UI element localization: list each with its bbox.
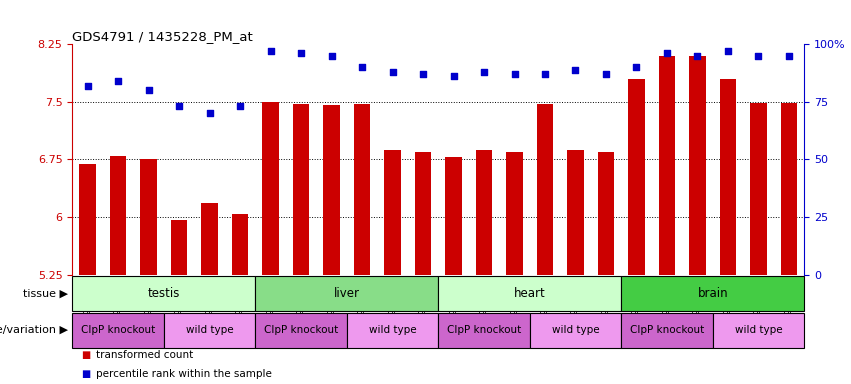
Bar [597, 152, 614, 275]
Bar [750, 103, 767, 275]
Bar [79, 164, 96, 275]
Bar [621, 276, 804, 311]
Bar [262, 102, 279, 275]
Point [599, 71, 613, 77]
Point [386, 69, 399, 75]
Bar [171, 220, 187, 275]
Text: wild type: wild type [551, 325, 599, 335]
Point [203, 110, 216, 116]
Point [355, 64, 368, 70]
Bar [72, 276, 255, 311]
Text: GDS4791 / 1435228_PM_at: GDS4791 / 1435228_PM_at [72, 30, 253, 43]
Text: liver: liver [334, 287, 360, 300]
Text: brain: brain [698, 287, 728, 300]
Bar [476, 150, 493, 275]
Bar [354, 104, 370, 275]
Bar [255, 313, 347, 348]
Point [233, 103, 247, 109]
Point [508, 71, 522, 77]
Bar [529, 313, 621, 348]
Text: genotype/variation ▶: genotype/variation ▶ [0, 325, 68, 335]
Bar [445, 157, 462, 275]
Bar [506, 152, 523, 275]
Point [477, 69, 491, 75]
Text: transformed count: transformed count [96, 350, 193, 360]
Point [568, 66, 582, 73]
Point [751, 53, 765, 59]
Point [691, 53, 705, 59]
Point [447, 73, 460, 79]
Bar [384, 150, 401, 275]
Text: ClpP knockout: ClpP knockout [264, 325, 338, 335]
Bar [72, 313, 163, 348]
Text: testis: testis [147, 287, 180, 300]
Point [660, 50, 674, 56]
Point [111, 78, 125, 84]
Text: percentile rank within the sample: percentile rank within the sample [96, 369, 272, 379]
Bar [293, 104, 310, 275]
Point [782, 53, 796, 59]
Bar [628, 79, 645, 275]
Bar [712, 313, 804, 348]
Text: ClpP knockout: ClpP knockout [81, 325, 155, 335]
Point [721, 48, 734, 54]
Bar [231, 214, 248, 275]
Point [172, 103, 186, 109]
Text: wild type: wild type [368, 325, 416, 335]
Point [264, 48, 277, 54]
Bar [567, 150, 584, 275]
Bar [414, 152, 431, 275]
Point [325, 53, 339, 59]
Bar [438, 313, 529, 348]
Text: ClpP knockout: ClpP knockout [630, 325, 704, 335]
Bar [621, 313, 712, 348]
Text: ■: ■ [81, 350, 90, 360]
Point [81, 83, 94, 89]
Text: ■: ■ [81, 369, 90, 379]
Point [294, 50, 308, 56]
Text: tissue ▶: tissue ▶ [23, 289, 68, 299]
Bar [689, 56, 705, 275]
Bar [347, 313, 438, 348]
Bar [720, 79, 736, 275]
Text: heart: heart [514, 287, 545, 300]
Bar [163, 313, 255, 348]
Bar [438, 276, 621, 311]
Bar [110, 156, 127, 275]
Bar [255, 276, 438, 311]
Point [142, 87, 156, 93]
Text: wild type: wild type [186, 325, 233, 335]
Bar [323, 105, 340, 275]
Bar [659, 56, 676, 275]
Text: wild type: wild type [734, 325, 782, 335]
Bar [140, 159, 157, 275]
Point [630, 64, 643, 70]
Text: ClpP knockout: ClpP knockout [447, 325, 521, 335]
Point [416, 71, 430, 77]
Bar [201, 203, 218, 275]
Bar [537, 104, 553, 275]
Bar [780, 103, 797, 275]
Point [538, 71, 551, 77]
